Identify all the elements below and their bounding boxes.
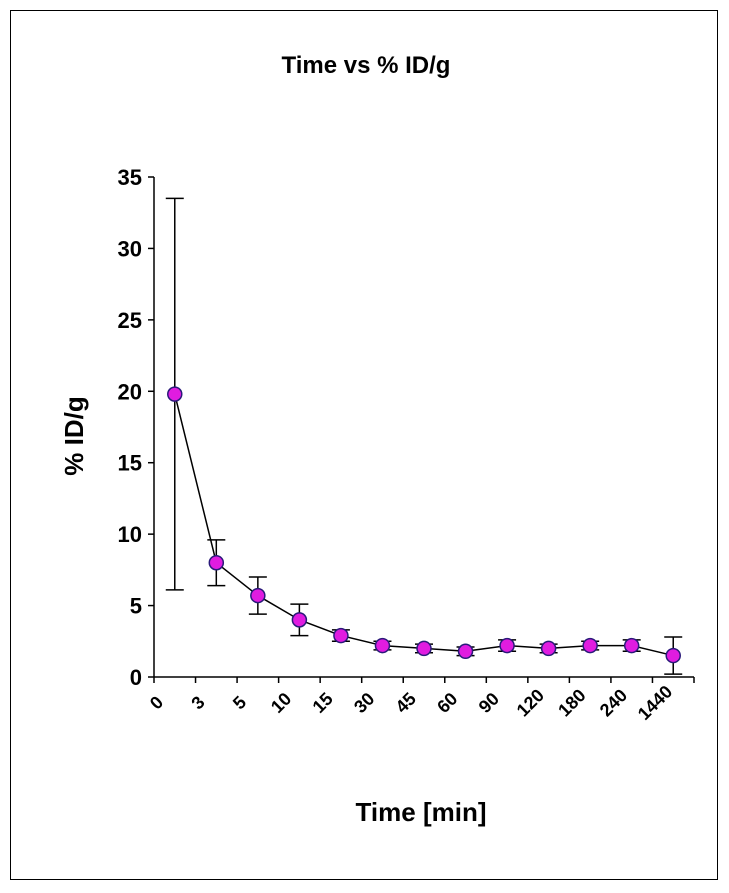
x-tick-label: 1440	[634, 682, 676, 724]
y-tick-label: 20	[118, 379, 142, 404]
y-tick-label: 35	[118, 165, 142, 190]
error-bars	[165, 197, 683, 675]
data-point	[167, 386, 183, 402]
chart-frame: Time vs % ID/g % ID/g Time [min] 0 5 10 15 2…	[10, 10, 718, 880]
chart-title: Time vs % ID/g	[282, 52, 451, 79]
data-point	[623, 637, 640, 654]
x-tick-label: 45	[392, 689, 420, 717]
y-axis-label: % ID/g	[59, 396, 89, 475]
x-tick-label: 30	[350, 689, 378, 717]
x-tick-label: 180	[554, 685, 589, 720]
x-tick-label: 3	[187, 692, 208, 713]
data-point	[374, 637, 391, 654]
chart-svg: Time vs % ID/g % ID/g Time [min] 0 5 10 15 2…	[59, 52, 695, 827]
x-tick-label: 90	[475, 689, 503, 717]
x-tick-label: 240	[596, 685, 631, 720]
y-tick-label: 30	[118, 236, 142, 261]
data-point	[665, 647, 681, 664]
data-point	[582, 637, 598, 654]
data-point	[499, 637, 515, 654]
x-axis-label: Time [min]	[356, 797, 487, 827]
x-tick-label: 60	[433, 689, 461, 717]
data-point	[540, 640, 557, 657]
x-tick-label: 10	[267, 689, 295, 717]
x-tick-label: 15	[309, 689, 337, 717]
series-line	[174, 393, 674, 657]
x-ticks: 0 3 5 10 15 30 45 60 90 120 180 240 1440	[146, 677, 695, 724]
y-tick-label: 25	[118, 308, 142, 333]
y-ticks: 0 5 10 15 20 25 30 35	[118, 165, 154, 690]
data-point	[291, 612, 308, 628]
data-point	[457, 643, 474, 660]
data-point	[250, 587, 266, 604]
markers	[167, 386, 681, 664]
data-point	[333, 627, 349, 644]
y-tick-label: 0	[130, 665, 142, 690]
y-tick-label: 5	[130, 594, 142, 619]
x-tick-label: 120	[513, 685, 548, 720]
x-tick-label: 5	[229, 692, 250, 713]
y-tick-label: 10	[118, 522, 142, 547]
data-point	[208, 554, 225, 571]
x-tick-label: 0	[146, 692, 167, 713]
data-point	[416, 640, 432, 657]
y-tick-label: 15	[118, 451, 142, 476]
